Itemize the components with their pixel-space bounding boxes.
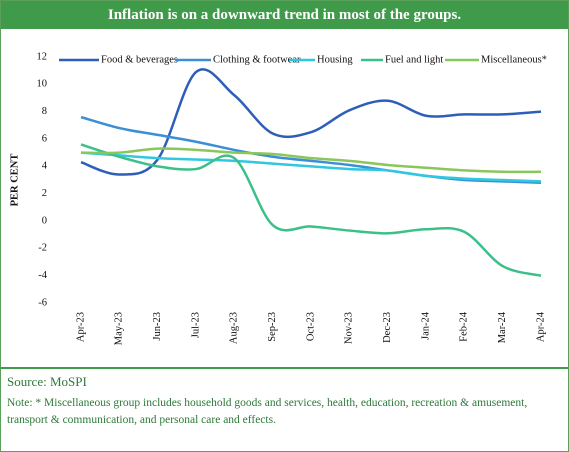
series-line xyxy=(80,143,542,277)
x-tick-label: Apr-23 xyxy=(75,312,86,342)
y-tick-label: 12 xyxy=(37,51,48,62)
legend-label: Fuel and light xyxy=(385,54,443,65)
x-tick-label: Dec-23 xyxy=(382,312,393,343)
series-line xyxy=(80,115,542,184)
legend-label: Food & beverages xyxy=(101,54,178,65)
y-tick-label: -2 xyxy=(38,243,47,254)
x-tick-label: May-23 xyxy=(114,312,125,345)
chart: PER CENT -6 -4 -2 0 2 4 6 8 10 12 Apr-23 May-23 Jun-… xyxy=(9,51,547,345)
y-tick-label: 4 xyxy=(42,161,48,172)
series-line xyxy=(80,147,542,174)
y-axis-label: PER CENT xyxy=(9,154,20,207)
x-tick-label: Aug-23 xyxy=(229,312,240,344)
legend-label: Miscellaneous* xyxy=(481,54,547,65)
y-tick-label: 6 xyxy=(42,133,47,144)
x-tick-label: Jun-23 xyxy=(152,312,163,341)
x-tick-label: Apr-24 xyxy=(535,311,546,342)
source: Source: MoSPI xyxy=(7,374,87,389)
x-tick-label: Nov-23 xyxy=(344,312,355,344)
series-line xyxy=(80,68,542,176)
x-tick-label: Oct-23 xyxy=(305,312,316,341)
chart-title: Inflation is on a downward trend in most… xyxy=(1,1,568,29)
x-tick-label: Mar-24 xyxy=(497,311,508,343)
y-tick-label: -6 xyxy=(38,297,47,308)
y-tick-label: 8 xyxy=(42,106,47,117)
x-tick-label: Jan-24 xyxy=(420,311,431,340)
footer: Source: MoSPI Note: * Miscellaneous grou… xyxy=(1,367,568,432)
y-tick-label: 2 xyxy=(42,188,47,199)
x-tick-label: Jul-23 xyxy=(190,312,201,338)
legend-label: Clothing & footwear xyxy=(213,54,301,65)
note: Note: * Miscellaneous group includes hou… xyxy=(7,397,528,426)
x-tick-label: Feb-24 xyxy=(459,311,470,341)
y-tick-label: -4 xyxy=(38,270,47,281)
y-tick-label: 10 xyxy=(37,79,48,90)
legend-label: Housing xyxy=(317,54,353,65)
y-tick-label: 0 xyxy=(42,215,47,226)
series-line xyxy=(80,151,542,183)
x-tick-label: Sep-23 xyxy=(267,312,278,342)
